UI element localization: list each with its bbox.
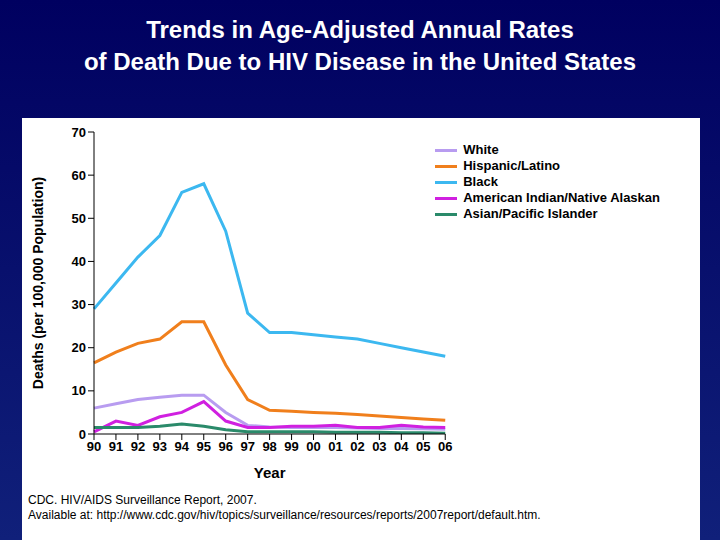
html-text:Available at: http://www.cdc.g: Available at: http://www.cdc.gov/hiv/top… bbox=[28, 508, 541, 522]
html-text:Black: Black bbox=[463, 174, 498, 189]
html-text:American Indian/Native Alaskan: American Indian/Native Alaskan bbox=[463, 190, 660, 205]
svg-text:0: 0 bbox=[79, 427, 86, 442]
svg-text:50: 50 bbox=[72, 211, 86, 226]
svg-text:94: 94 bbox=[175, 439, 190, 454]
html-text:White: White bbox=[463, 142, 499, 157]
svg-text:20: 20 bbox=[72, 340, 86, 355]
svg-text:90: 90 bbox=[87, 439, 101, 454]
svg-text:96: 96 bbox=[218, 439, 232, 454]
svg-text:10: 10 bbox=[72, 383, 86, 398]
svg-text:Deaths (per 100,000 Population: Deaths (per 100,000 Population) bbox=[30, 177, 46, 389]
svg-text:93: 93 bbox=[153, 439, 167, 454]
svg-text:99: 99 bbox=[284, 439, 298, 454]
svg-text:40: 40 bbox=[72, 254, 86, 269]
html-text:Hispanic/Latino: Hispanic/Latino bbox=[463, 158, 560, 173]
svg-text:05: 05 bbox=[416, 439, 430, 454]
html-text:Asian/Pacific Islander: Asian/Pacific Islander bbox=[463, 206, 598, 221]
svg-text:97: 97 bbox=[240, 439, 254, 454]
svg-text:30: 30 bbox=[72, 297, 86, 312]
svg-text:00: 00 bbox=[306, 439, 320, 454]
svg-text:Year: Year bbox=[254, 464, 286, 481]
html-text:Trends in Age-Adjusted Annual: Trends in Age-Adjusted Annual Rates bbox=[146, 16, 574, 43]
html-text:CDC. HIV/AIDS Surveillance Rep: CDC. HIV/AIDS Surveillance Report, 2007. bbox=[28, 493, 257, 507]
svg-text:92: 92 bbox=[131, 439, 145, 454]
svg-text:95: 95 bbox=[197, 439, 211, 454]
svg-text:02: 02 bbox=[350, 439, 364, 454]
svg-text:06: 06 bbox=[438, 439, 452, 454]
svg-text:70: 70 bbox=[72, 125, 86, 140]
html-text:of Death Due to HIV Disease in: of Death Due to HIV Disease in the Unite… bbox=[83, 48, 636, 75]
svg-text:60: 60 bbox=[72, 168, 86, 183]
svg-text:98: 98 bbox=[262, 439, 276, 454]
svg-text:04: 04 bbox=[394, 439, 409, 454]
svg-text:03: 03 bbox=[372, 439, 386, 454]
svg-text:01: 01 bbox=[328, 439, 342, 454]
svg-text:91: 91 bbox=[109, 439, 123, 454]
